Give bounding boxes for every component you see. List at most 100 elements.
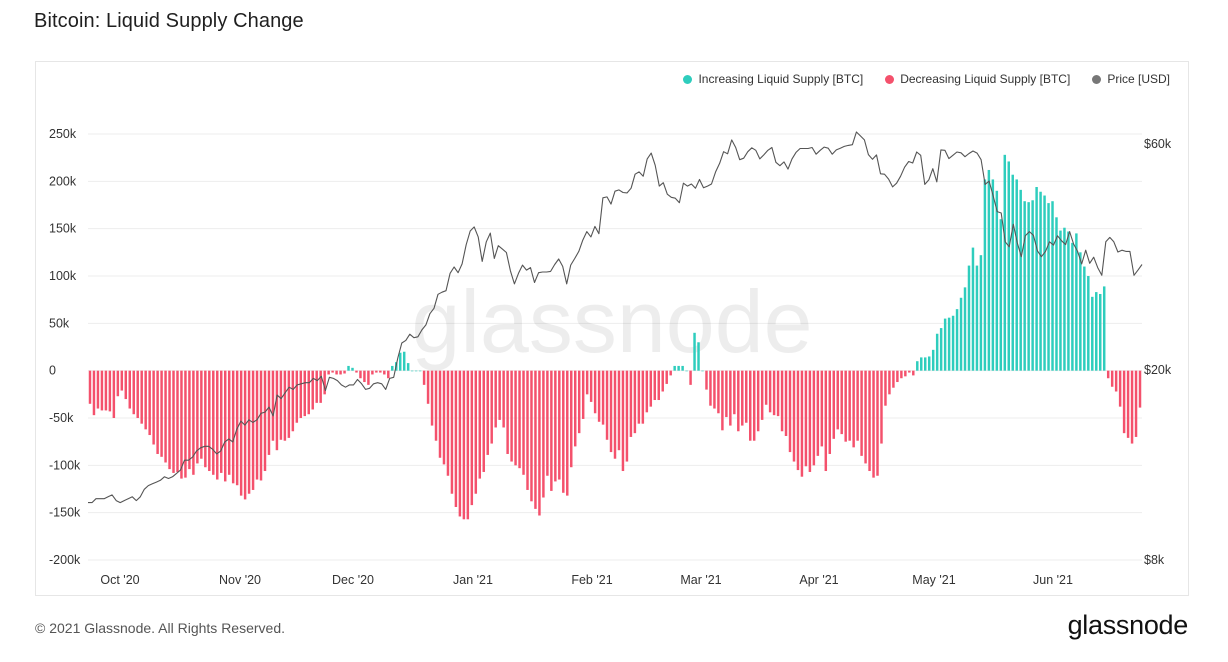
bar-264 (1138, 370, 1142, 408)
bar-242 (1051, 201, 1054, 371)
bar-187 (832, 370, 835, 439)
bar-2 (96, 370, 100, 409)
bar-127 (593, 370, 597, 414)
bar-200 (884, 370, 887, 406)
bar-5 (108, 370, 112, 412)
bar-257 (1110, 370, 1114, 387)
bar-1 (92, 370, 96, 416)
bar-109 (522, 370, 525, 475)
bar-53 (299, 370, 303, 418)
legend-item-decrease[interactable]: Decreasing Liquid Supply [BTC] (885, 72, 1070, 86)
bar-225 (983, 179, 987, 371)
bar-139 (641, 370, 645, 424)
bar-61 (331, 370, 334, 373)
left-tick-label: -100k (49, 458, 81, 472)
x-tick-label: Jan '21 (453, 573, 493, 587)
bar-220 (963, 287, 967, 371)
bar-38 (239, 370, 243, 496)
bar-22 (176, 370, 179, 472)
bar-17 (156, 370, 159, 454)
bar-227 (991, 179, 995, 371)
bar-103 (498, 370, 501, 420)
bar-96 (470, 370, 474, 506)
bar-196 (868, 370, 871, 472)
bar-165 (745, 370, 748, 423)
bar-27 (196, 370, 199, 464)
bar-163 (737, 370, 740, 432)
bar-68 (359, 370, 362, 379)
bar-58 (319, 370, 322, 403)
bar-84 (422, 370, 426, 385)
bar-72 (375, 370, 378, 373)
bar-46 (271, 370, 275, 441)
bar-174 (780, 370, 784, 432)
bar-169 (760, 370, 764, 420)
bar-48 (279, 370, 283, 440)
bar-99 (482, 370, 485, 472)
bar-186 (828, 370, 832, 454)
bar-115 (546, 370, 549, 476)
bar-42 (255, 370, 259, 480)
bar-140 (645, 370, 649, 413)
bar-247 (1071, 242, 1074, 371)
bar-6 (112, 370, 116, 418)
bar-75 (387, 370, 390, 379)
bar-134 (621, 370, 625, 472)
bar-120 (566, 370, 569, 496)
legend-dot-price (1092, 74, 1102, 84)
bar-35 (227, 370, 231, 475)
bar-170 (764, 370, 768, 405)
bar-76 (391, 365, 394, 371)
x-tick-label: Apr '21 (799, 573, 838, 587)
bar-181 (808, 370, 812, 472)
bar-118 (558, 370, 561, 480)
bar-34 (223, 370, 227, 482)
bar-250 (1083, 266, 1086, 371)
page-title: Bitcoin: Liquid Supply Change (34, 10, 304, 32)
x-tick-label: Dec '20 (332, 573, 374, 587)
bar-206 (908, 370, 911, 373)
bar-88 (438, 370, 442, 458)
bar-144 (661, 370, 664, 392)
bar-189 (840, 370, 843, 435)
bar-26 (192, 370, 195, 475)
bar-245 (1063, 227, 1066, 371)
bar-117 (554, 370, 557, 482)
bar-238 (1035, 187, 1038, 371)
left-tick-label: -150k (49, 506, 81, 520)
bar-89 (442, 370, 446, 465)
bar-253 (1095, 292, 1098, 371)
bar-215 (943, 318, 947, 371)
bar-87 (434, 370, 438, 441)
bar-49 (283, 370, 287, 441)
bar-208 (916, 361, 919, 371)
bar-41 (251, 370, 255, 490)
legend-item-price[interactable]: Price [USD] (1092, 72, 1170, 86)
bar-154 (701, 370, 704, 372)
bar-43 (259, 370, 263, 481)
bar-244 (1059, 230, 1062, 371)
bar-204 (900, 370, 903, 379)
bar-159 (721, 370, 724, 431)
price-polyline (88, 131, 1143, 504)
bar-16 (152, 370, 155, 445)
bar-97 (474, 370, 478, 494)
legend-item-increase[interactable]: Increasing Liquid Supply [BTC] (683, 72, 863, 86)
bar-25 (188, 370, 191, 470)
bar-69 (363, 370, 366, 383)
bar-223 (975, 265, 979, 371)
bar-171 (768, 370, 772, 413)
legend-dot-increase (683, 74, 693, 84)
bar-229 (999, 219, 1003, 371)
bar-151 (689, 370, 692, 385)
bar-182 (812, 370, 816, 466)
right-axis: $60k $20k $8k (1144, 137, 1172, 567)
bar-119 (562, 370, 565, 493)
bar-33 (220, 370, 223, 473)
bar-20 (168, 370, 171, 470)
bar-8 (120, 370, 124, 391)
bar-126 (589, 370, 593, 402)
bar-224 (979, 255, 983, 371)
bar-203 (896, 370, 899, 383)
